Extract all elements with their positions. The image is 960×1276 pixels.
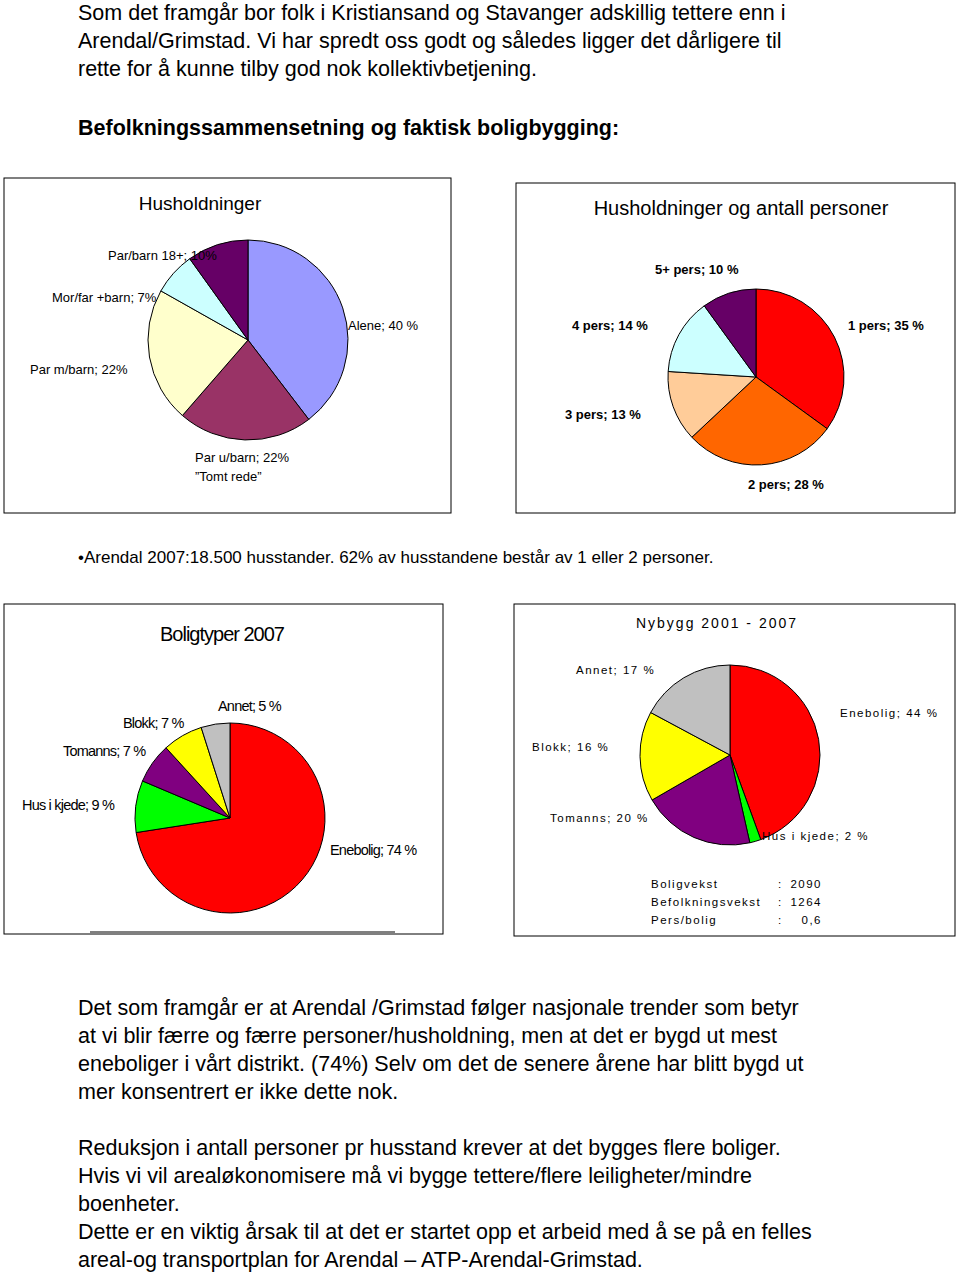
- chart-frame: [514, 604, 955, 936]
- data-label: Annet; 5 %: [218, 698, 282, 714]
- data-label: Par m/barn; 22%: [30, 362, 128, 377]
- data-label: Par/barn 18+; 10%: [108, 248, 217, 263]
- stat-separator: :: [778, 914, 781, 926]
- data-label: 3 pers; 13 %: [565, 407, 641, 422]
- stat-label: Befolkningsvekst: [651, 896, 761, 908]
- chart: Husholdninger og antall personer 1 pers; …: [516, 183, 955, 513]
- chart: Nybygg 2001 - 2007 Enebolig; 44 % Hus i kj…: [514, 604, 955, 936]
- data-label: Blokk; 16 %: [532, 741, 609, 753]
- data-label: 1 pers; 35 %: [848, 318, 924, 333]
- data-label: 4 pers; 14 %: [572, 318, 648, 333]
- pie-slice: [201, 723, 230, 818]
- chart-title: Husholdninger og antall personer: [594, 197, 889, 219]
- stat-separator: :: [778, 878, 781, 890]
- paragraph-line: at vi blir færre og færre personer/husho…: [78, 1024, 777, 1048]
- data-label: Hus i kjede; 9 %: [22, 797, 115, 813]
- data-label: Enebolig; 44 %: [840, 707, 938, 719]
- stat-label: Boligvekst: [651, 878, 718, 890]
- data-label: Alene; 40 %: [348, 318, 419, 333]
- pie-slice: [668, 371, 756, 437]
- chart: Husholdninger Alene; 40 % Par u/barn; 22% P…: [4, 178, 451, 513]
- chart-title: Nybygg 2001 - 2007: [636, 615, 798, 631]
- data-label: Enebolig; 74 %: [330, 842, 417, 858]
- stat-value: 0,6: [802, 914, 823, 926]
- data-label: Annet; 17 %: [576, 664, 655, 676]
- data-label: 5+ pers; 10 %: [655, 262, 739, 277]
- data-label: Blokk; 7 %: [123, 715, 184, 731]
- chart: Boligtyper 2007 Enebolig; 74 % Hus i kjede…: [4, 604, 443, 934]
- paragraph-line: mer konsentrert er ikke dette nok.: [78, 1080, 398, 1104]
- intro-line: Arendal/Grimstad. Vi har spredt oss godt…: [78, 29, 782, 53]
- intro-line: rette for å kunne tilby god nok kollekti…: [78, 57, 537, 81]
- chart-frame: [4, 178, 451, 513]
- intro-line: Som det framgår bor folk i Kristiansand …: [78, 1, 785, 25]
- chart-title: Husholdninger: [139, 193, 262, 214]
- paragraph-line: boenheter.: [78, 1192, 180, 1216]
- heading: Befolkningssammensetning og faktisk boli…: [78, 116, 619, 140]
- paragraph-line: Det som framgår er at Arendal /Grimstad …: [78, 996, 799, 1020]
- chart-frame: [516, 183, 955, 513]
- stat-separator: :: [778, 896, 781, 908]
- stat-value: 2090: [790, 878, 822, 890]
- stat-value: 1264: [790, 896, 822, 908]
- stat-label: Pers/bolig: [651, 914, 717, 926]
- data-label: Mor/far +barn; 7%: [52, 290, 157, 305]
- paragraph-line: Hvis vi vil arealøkonomisere må vi bygge…: [78, 1164, 752, 1188]
- rule: [90, 932, 395, 933]
- chart-frame: [4, 604, 443, 934]
- data-label: Hus i kjede; 2 %: [762, 830, 869, 842]
- paragraph-line: areal-og transportplan for Arendal – ATP…: [78, 1248, 643, 1272]
- paragraph-line: Reduksjon i antall personer pr husstand …: [78, 1136, 781, 1160]
- annotation: ”Tomt rede”: [195, 469, 261, 484]
- paragraph-line: Dette er en viktig årsak til at det er s…: [78, 1220, 812, 1244]
- page: Som det framgår bor folk i Kristiansand …: [0, 0, 960, 1276]
- pie-slice: [704, 289, 756, 377]
- chart-title: Boligtyper 2007: [160, 623, 285, 645]
- pie-slice: [651, 665, 730, 755]
- data-label: 2 pers; 28 %: [748, 477, 824, 492]
- bullet-text: •Arendal 2007:18.500 husstander. 62% av …: [78, 548, 713, 567]
- data-label: Tomanns; 20 %: [550, 812, 649, 824]
- paragraph-line: eneboliger i vårt distrikt. (74%) Selv o…: [78, 1052, 803, 1076]
- data-label: Par u/barn; 22%: [195, 450, 289, 465]
- data-label: Tomanns; 7 %: [63, 743, 146, 759]
